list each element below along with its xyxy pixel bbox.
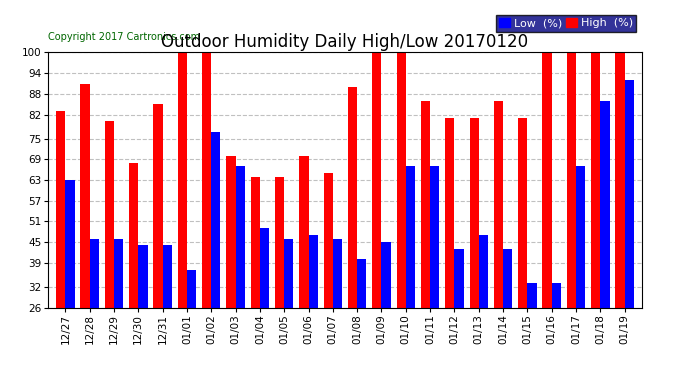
Bar xyxy=(56,111,66,375)
Bar xyxy=(421,101,430,375)
Bar xyxy=(163,246,172,375)
Bar xyxy=(406,166,415,375)
Bar xyxy=(591,53,600,375)
Bar xyxy=(324,173,333,375)
Bar xyxy=(397,53,406,375)
Bar xyxy=(503,249,512,375)
Bar xyxy=(202,53,211,375)
Bar xyxy=(333,238,342,375)
Bar xyxy=(518,118,527,375)
Bar xyxy=(615,53,624,375)
Bar xyxy=(138,246,148,375)
Bar xyxy=(211,132,221,375)
Bar xyxy=(178,53,187,375)
Bar xyxy=(187,270,196,375)
Bar xyxy=(469,118,479,375)
Bar xyxy=(624,80,634,375)
Bar xyxy=(566,53,576,375)
Bar xyxy=(430,166,440,375)
Bar xyxy=(66,180,75,375)
Bar xyxy=(81,84,90,375)
Bar xyxy=(308,235,318,375)
Bar xyxy=(299,156,308,375)
Bar xyxy=(600,101,609,375)
Bar xyxy=(527,284,537,375)
Bar xyxy=(372,53,382,375)
Bar xyxy=(153,104,163,375)
Text: Copyright 2017 Cartronics.com: Copyright 2017 Cartronics.com xyxy=(48,32,200,42)
Bar xyxy=(235,166,245,375)
Bar xyxy=(479,235,488,375)
Bar xyxy=(576,166,585,375)
Title: Outdoor Humidity Daily High/Low 20170120: Outdoor Humidity Daily High/Low 20170120 xyxy=(161,33,529,51)
Bar xyxy=(455,249,464,375)
Bar xyxy=(129,163,138,375)
Bar xyxy=(445,118,455,375)
Legend: Low  (%), High  (%): Low (%), High (%) xyxy=(496,15,636,32)
Bar xyxy=(226,156,235,375)
Bar xyxy=(382,242,391,375)
Bar xyxy=(284,238,293,375)
Bar xyxy=(275,177,284,375)
Bar xyxy=(357,259,366,375)
Bar xyxy=(90,238,99,375)
Bar xyxy=(260,228,269,375)
Bar xyxy=(105,122,114,375)
Bar xyxy=(114,238,124,375)
Bar xyxy=(250,177,260,375)
Bar xyxy=(552,284,561,375)
Bar xyxy=(348,87,357,375)
Bar xyxy=(542,53,552,375)
Bar xyxy=(494,101,503,375)
